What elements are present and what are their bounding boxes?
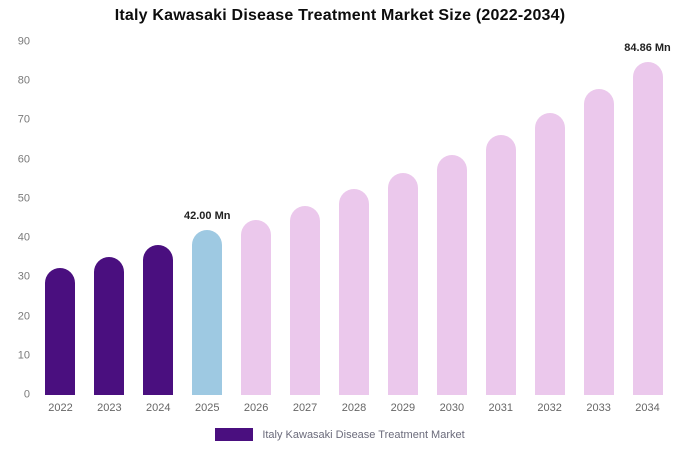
y-axis-tick-label: 10 <box>17 349 30 362</box>
bar-2025 <box>192 230 223 395</box>
bar-2030 <box>436 154 467 395</box>
y-axis-tick-label: 90 <box>17 35 30 48</box>
bar-group: 2026 <box>232 42 281 414</box>
bar-group: 2027 <box>281 42 330 414</box>
bar-group: 2033 <box>574 42 623 414</box>
bar-group: 2023 <box>85 42 134 414</box>
bar-2031 <box>485 134 516 395</box>
bar-group: 2032 <box>525 42 574 414</box>
x-axis-label: 2031 <box>488 402 513 414</box>
x-axis-label: 2022 <box>48 402 73 414</box>
legend-label: Italy Kawasaki Disease Treatment Market <box>262 428 465 441</box>
plot-area: 0 10 20 30 40 50 60 70 80 90 2022 2023 2024 2025 42.0… <box>18 36 672 414</box>
legend-item[interactable]: Italy Kawasaki Disease Treatment Market <box>215 428 465 441</box>
legend: Italy Kawasaki Disease Treatment Market <box>0 428 680 441</box>
bar-group: 2030 <box>427 42 476 414</box>
legend-swatch <box>215 428 254 441</box>
x-axis-label: 2028 <box>341 402 367 414</box>
y-axis-tick-label: 60 <box>17 153 30 166</box>
y-axis-tick-label: 80 <box>17 74 30 87</box>
bar-group: 2034 84.86 Mn <box>623 42 672 414</box>
y-axis-tick-label: 40 <box>17 231 30 244</box>
bar-group: 2031 <box>476 42 525 414</box>
y-axis-tick-label: 70 <box>17 113 30 126</box>
y-axis-tick-label: 30 <box>17 270 30 283</box>
y-axis-tick-label: 50 <box>17 192 30 205</box>
x-axis-label: 2027 <box>292 402 318 414</box>
bar-2034 <box>632 62 663 395</box>
bar-group: 2029 <box>378 42 427 414</box>
x-axis-label: 2029 <box>390 402 416 414</box>
x-axis-label: 2033 <box>586 402 611 414</box>
bar-2028 <box>338 189 369 395</box>
bar-group: 2024 <box>134 42 183 414</box>
y-axis-tick-label: 0 <box>23 388 30 401</box>
bar-2033 <box>583 89 614 395</box>
x-axis-label: 2030 <box>439 402 465 414</box>
bar-2024 <box>143 245 174 395</box>
x-axis-label: 2026 <box>243 402 269 414</box>
x-axis-label: 2024 <box>146 402 171 414</box>
bar-group: 2022 <box>36 42 85 414</box>
bar-2029 <box>387 173 418 395</box>
x-axis-label: 2032 <box>537 402 562 414</box>
bar-2022 <box>45 267 76 395</box>
value-label: 84.86 Mn <box>624 42 671 55</box>
bar-group: 2028 <box>330 42 379 414</box>
bar-group: 2025 42.00 Mn <box>183 42 232 414</box>
bar-2026 <box>241 220 272 395</box>
x-axis-label: 2034 <box>635 402 660 414</box>
y-axis-tick-label: 20 <box>17 310 30 323</box>
x-axis-label: 2025 <box>194 402 220 414</box>
bar-2027 <box>290 205 321 395</box>
value-label: 42.00 Mn <box>183 210 231 223</box>
bar-2023 <box>94 256 125 395</box>
bars: 2022 2023 2024 2025 42.00 Mn 2026 2027 2028 2029… <box>36 42 672 414</box>
chart-title: Italy Kawasaki Disease Treatment Market … <box>114 7 566 24</box>
x-axis-label: 2023 <box>97 402 122 414</box>
bar-2032 <box>534 113 565 395</box>
